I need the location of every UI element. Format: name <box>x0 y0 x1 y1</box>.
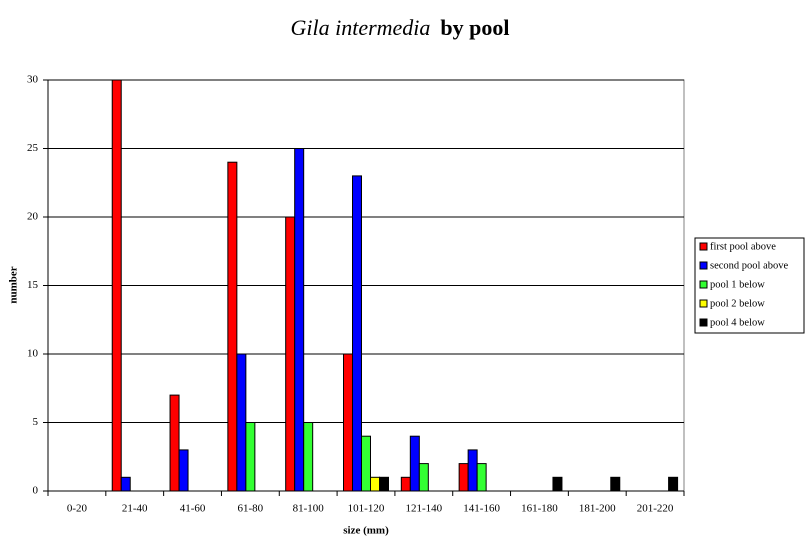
y-tick-label: 25 <box>27 142 39 154</box>
legend-swatch <box>699 280 708 289</box>
x-tick-label: 181-200 <box>579 503 616 515</box>
legend-label: pool 4 below <box>710 317 765 328</box>
x-tick-label: 41-60 <box>180 503 206 515</box>
legend-box <box>694 237 805 334</box>
x-tick-label: 0-20 <box>67 503 88 515</box>
bar <box>236 353 247 492</box>
y-tick-label: 5 <box>33 416 39 428</box>
x-tick-label: 61-80 <box>238 503 264 515</box>
legend-label: pool 1 below <box>710 279 765 290</box>
bar <box>120 476 131 492</box>
bar <box>178 449 189 492</box>
bar <box>352 175 362 492</box>
x-axis-label: size (mm) <box>343 525 389 537</box>
bar <box>169 394 180 492</box>
legend-swatch <box>699 299 708 308</box>
bar <box>458 463 469 492</box>
x-tick-label: 201-220 <box>637 503 674 515</box>
y-tick-label: 15 <box>27 279 39 291</box>
bar <box>400 476 411 492</box>
y-tick-label: 10 <box>27 348 39 360</box>
bar <box>343 353 353 492</box>
bar <box>245 422 256 492</box>
bar <box>668 476 679 492</box>
bar <box>467 449 478 492</box>
x-tick-label: 101-120 <box>348 503 385 515</box>
bar <box>294 148 305 492</box>
bar <box>227 161 238 492</box>
bar <box>418 463 429 492</box>
legend-swatch <box>699 242 708 251</box>
bar <box>610 476 621 492</box>
bar <box>409 435 420 492</box>
bar <box>285 216 296 492</box>
legend-label: pool 2 below <box>710 298 765 309</box>
legend-swatch <box>699 318 708 327</box>
chart-title: Gila intermedia by pool <box>290 15 509 40</box>
bar <box>476 463 487 492</box>
bar <box>552 476 563 492</box>
title-species: Gila intermedia <box>290 15 430 40</box>
bar <box>303 422 314 492</box>
legend: first pool above second pool above pool 1 … <box>694 237 805 334</box>
x-tick-label: 121-140 <box>405 503 442 515</box>
y-axis-label: number <box>8 266 20 303</box>
legend-swatch <box>699 261 708 270</box>
x-tick-label: 161-180 <box>521 503 558 515</box>
x-tick-label: 21-40 <box>122 503 148 515</box>
legend-label: first pool above <box>710 241 776 252</box>
x-tick-label: 81-100 <box>293 503 325 515</box>
y-tick-label: 0 <box>33 485 39 497</box>
bar <box>370 476 380 492</box>
y-tick-label: 30 <box>27 74 39 86</box>
legend-label: second pool above <box>710 260 788 271</box>
bar <box>379 476 389 492</box>
y-tick-label: 20 <box>27 211 39 223</box>
bar <box>361 435 371 492</box>
title-rest: by pool <box>440 15 509 40</box>
x-tick-label: 141-160 <box>463 503 500 515</box>
bar <box>111 79 122 492</box>
